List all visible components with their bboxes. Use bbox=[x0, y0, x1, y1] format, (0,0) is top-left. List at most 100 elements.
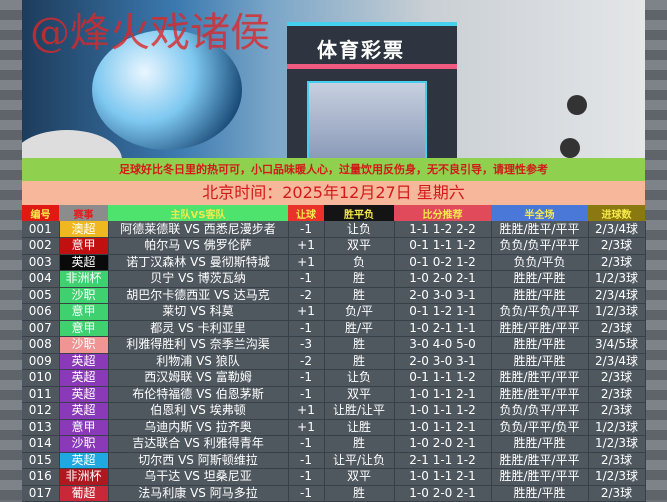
handicap: +1 bbox=[288, 254, 325, 271]
result-pick: 负 bbox=[324, 254, 395, 271]
match-number: 002 bbox=[22, 237, 60, 255]
table-row: 017 葡超 法马利康 VS 阿马多拉 -1 胜 1-0 2-0 2-1 胜胜/平胜 2/3球 bbox=[22, 485, 646, 502]
league-badge: 沙职 bbox=[59, 287, 109, 304]
score-pick: 1-0 2-1 1-1 bbox=[394, 320, 492, 337]
table-row: 010 英超 西汉姆联 VS 富勒姆 -1 让负 0-1 1-1 1-2 胜胜/胜平/平平 2… bbox=[22, 369, 646, 387]
result-pick: 胜 bbox=[324, 353, 395, 370]
half-full-pick: 胜胜/平胜 bbox=[491, 435, 589, 453]
score-pick: 1-0 1-1 2-1 bbox=[394, 386, 492, 403]
match-number: 016 bbox=[22, 468, 60, 486]
column-header: 进球数 bbox=[588, 205, 645, 221]
handicap: -2 bbox=[288, 353, 325, 370]
half-full-pick: 胜胜/胜平/平平 bbox=[491, 468, 589, 486]
match-teams: 诺丁汉森林 VS 曼彻斯特城 bbox=[108, 254, 289, 271]
match-number: 001 bbox=[22, 221, 60, 238]
match-teams: 莱切 VS 科莫 bbox=[108, 303, 289, 321]
soccer-ball-icon bbox=[567, 95, 587, 115]
table-row: 011 英超 布伦特福德 VS 伯恩茅斯 -1 双平 1-0 1-1 2-1 胜胜/胜平/平… bbox=[22, 386, 646, 403]
right-border bbox=[645, 0, 667, 500]
league-badge: 葡超 bbox=[59, 485, 109, 502]
result-pick: 胜/平 bbox=[324, 320, 395, 337]
half-full-pick: 胜胜/平胜 bbox=[491, 287, 589, 304]
result-pick: 双平 bbox=[324, 468, 395, 486]
score-pick: 0-1 1-1 1-2 bbox=[394, 237, 492, 255]
handicap: -1 bbox=[288, 320, 325, 337]
goals-pick: 1/2/3球 bbox=[588, 303, 646, 321]
league-badge: 意甲 bbox=[59, 320, 109, 337]
handicap: +1 bbox=[288, 419, 325, 436]
handicap: +1 bbox=[288, 402, 325, 420]
league-badge: 英超 bbox=[59, 369, 109, 387]
score-pick: 2-1 1-1 1-2 bbox=[394, 452, 492, 469]
half-full-pick: 负负/平负 bbox=[491, 254, 589, 271]
result-pick: 胜 bbox=[324, 287, 395, 304]
handicap: +1 bbox=[288, 237, 325, 255]
match-teams: 利物浦 VS 狼队 bbox=[108, 353, 289, 370]
match-teams: 胡巴尔卡德西亚 VS 达马克 bbox=[108, 287, 289, 304]
soccer-ball-icon bbox=[560, 138, 580, 158]
goals-pick: 2/3球 bbox=[588, 386, 646, 403]
result-pick: 胜 bbox=[324, 485, 395, 502]
half-full-pick: 胜胜/胜平/平平 bbox=[491, 221, 589, 238]
half-full-pick: 胜胜/胜平/平平 bbox=[491, 452, 589, 469]
score-pick: 1-0 1-1 1-2 bbox=[394, 402, 492, 420]
score-pick: 1-0 2-0 2-1 bbox=[394, 485, 492, 502]
lottery-poster: 体育彩票 @烽火戏诸侯 足球好比冬日里的热可可，小口品味暖人心，过量饮用反伤身，… bbox=[22, 0, 646, 502]
table-row: 001 澳超 阿德莱德联 VS 西悉尼漫步者 -1 让负 1-1 1-2 2-2 胜胜/胜平… bbox=[22, 221, 646, 238]
handicap: -2 bbox=[288, 287, 325, 304]
half-full-pick: 胜胜/平胜 bbox=[491, 336, 589, 354]
result-pick: 胜 bbox=[324, 270, 395, 288]
left-border bbox=[0, 0, 22, 500]
table-row: 009 英超 利物浦 VS 狼队 -2 胜 2-0 3-0 3-1 胜胜/平胜 2/3/4球 bbox=[22, 353, 646, 370]
goals-pick: 2/3球 bbox=[588, 369, 646, 387]
banner-image: 体育彩票 @烽火戏诸侯 bbox=[22, 0, 645, 158]
goals-pick: 2/3/4球 bbox=[588, 221, 646, 238]
lottery-store-image: 体育彩票 bbox=[287, 22, 457, 158]
result-pick: 让胜 bbox=[324, 419, 395, 436]
watermark: @烽火戏诸侯 bbox=[30, 10, 270, 56]
match-number: 013 bbox=[22, 419, 60, 436]
match-table: 编号 赛事 主队VS客队 让球 胜平负 比分推荐 半全场 进球数 001 澳超 阿德莱德联 VS … bbox=[22, 205, 646, 502]
match-number: 004 bbox=[22, 270, 60, 288]
match-number: 015 bbox=[22, 452, 60, 469]
half-full-pick: 负负/平负/平平 bbox=[491, 303, 589, 321]
column-header: 编号 bbox=[22, 205, 59, 221]
match-teams: 阿德莱德联 VS 西悉尼漫步者 bbox=[108, 221, 289, 238]
date-title: 北京时间：2025年12月27日 星期六 bbox=[22, 181, 645, 205]
handicap: -1 bbox=[288, 221, 325, 238]
match-number: 012 bbox=[22, 402, 60, 420]
goals-pick: 2/3球 bbox=[588, 254, 646, 271]
match-teams: 伯恩利 VS 埃弗顿 bbox=[108, 402, 289, 420]
result-pick: 胜 bbox=[324, 435, 395, 453]
match-teams: 乌迪内斯 VS 拉齐奥 bbox=[108, 419, 289, 436]
half-full-pick: 胜胜/胜平/平平 bbox=[491, 386, 589, 403]
handicap: -1 bbox=[288, 485, 325, 502]
notice-text: 足球好比冬日里的热可可，小口品味暖人心，过量饮用反伤身，无不良引导，请理性参考 bbox=[22, 158, 645, 181]
handicap: -1 bbox=[288, 452, 325, 469]
half-full-pick: 胜胜/平胜 bbox=[491, 485, 589, 502]
half-full-pick: 负负/负平/平平 bbox=[491, 402, 589, 420]
match-number: 014 bbox=[22, 435, 60, 453]
match-number: 008 bbox=[22, 336, 60, 354]
result-pick: 双平 bbox=[324, 237, 395, 255]
score-pick: 1-0 1-1 2-1 bbox=[394, 468, 492, 486]
league-badge: 沙职 bbox=[59, 435, 109, 453]
league-badge: 英超 bbox=[59, 353, 109, 370]
column-header: 赛事 bbox=[59, 205, 108, 221]
half-full-pick: 负负/负平/平平 bbox=[491, 237, 589, 255]
league-badge: 英超 bbox=[59, 254, 109, 271]
column-header: 让球 bbox=[288, 205, 324, 221]
result-pick: 让负 bbox=[324, 369, 395, 387]
score-pick: 2-0 3-0 3-1 bbox=[394, 353, 492, 370]
score-pick: 1-1 1-2 2-2 bbox=[394, 221, 492, 238]
store-sign: 体育彩票 bbox=[317, 38, 405, 62]
league-badge: 意甲 bbox=[59, 303, 109, 321]
goals-pick: 1/2/3球 bbox=[588, 270, 646, 288]
league-badge: 英超 bbox=[59, 402, 109, 420]
table-row: 007 意甲 都灵 VS 卡利亚里 -1 胜/平 1-0 2-1 1-1 胜胜/平胜/平平 2… bbox=[22, 320, 646, 337]
result-pick: 让胜/让平 bbox=[324, 402, 395, 420]
league-badge: 澳超 bbox=[59, 221, 109, 238]
score-pick: 0-1 0-2 1-2 bbox=[394, 254, 492, 271]
half-full-pick: 胜胜/平胜 bbox=[491, 270, 589, 288]
handicap: -1 bbox=[288, 386, 325, 403]
